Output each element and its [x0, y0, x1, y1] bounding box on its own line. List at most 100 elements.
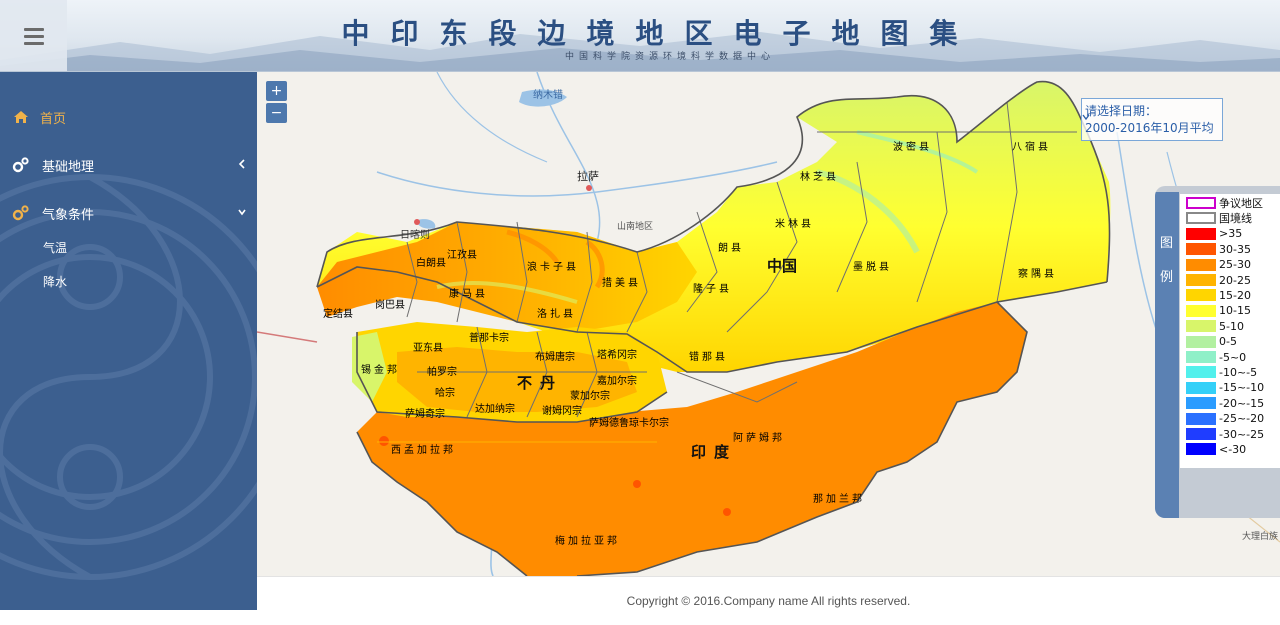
site-subtitle: 中国科学院资源环境科学数据中心: [564, 52, 775, 62]
legend-tab-char: 例: [1160, 270, 1174, 285]
legend-item: -15~-10: [1186, 381, 1264, 395]
legend-item: <-30: [1186, 442, 1246, 456]
label-county: 米林县: [775, 219, 814, 230]
legend-label: 30-35: [1219, 242, 1251, 256]
label-county: 萨姆德鲁琼卡尔宗: [589, 418, 669, 429]
label-county: 林芝县: [800, 172, 839, 183]
label-county: 谢姆冈宗: [542, 406, 582, 417]
label-county: 定结县: [323, 309, 353, 320]
footer: Copyright © 2016.Company name All rights…: [257, 576, 1280, 610]
legend-swatch: [1186, 366, 1216, 379]
zoom-out-button[interactable]: −: [266, 103, 287, 123]
legend-label: 5-10: [1219, 319, 1244, 333]
label-county: 波密县: [893, 142, 932, 153]
label-county: 塔希冈宗: [597, 350, 637, 361]
legend-label: -20~-15: [1219, 396, 1265, 410]
label-county: 帕罗宗: [427, 367, 457, 378]
county-boundaries: [406, 101, 1077, 418]
legend-item: 25-30: [1186, 258, 1251, 272]
label-county: 朗县: [718, 243, 744, 254]
legend-swatch: [1186, 443, 1216, 456]
date-select-value: 2000-2016年10月平均: [1085, 121, 1214, 135]
legend-label: 25-30: [1219, 258, 1251, 272]
copyright-text: Copyright © 2016.Company name All rights…: [626, 594, 911, 608]
label-china: 中国: [767, 257, 798, 275]
label-county: 墨脱县: [853, 262, 892, 273]
legend-swatch: [1186, 243, 1216, 256]
chevron-down-icon: [1082, 114, 1090, 121]
legend-item: -30~-25: [1186, 427, 1264, 441]
sidebar-item-basic-geography[interactable]: 基础地理: [0, 150, 257, 180]
label-county: 阿萨姆邦: [733, 433, 785, 444]
legend-item: 争议地区: [1186, 196, 1263, 210]
legend-panel: 图 例 争议地区 国境线 >35 30-35 25-30 20-25 15-20 10-15 5…: [1155, 186, 1280, 518]
temperature-layer: [317, 81, 1111, 576]
lake: [417, 219, 436, 229]
site-title: 中印东段边境地区电子地图集: [341, 17, 979, 50]
label-county: 隆子县: [693, 284, 732, 295]
legend-swatch: [1186, 304, 1216, 317]
legend-swatch: [1186, 227, 1216, 240]
city-marker-lasa: [586, 185, 592, 191]
legend-swatch: [1186, 212, 1216, 225]
legend-swatch: [1186, 397, 1216, 410]
legend-swatch: [1186, 428, 1216, 440]
sidebar-decorative-pattern: [0, 174, 257, 580]
legend-item: -25~-20: [1186, 412, 1264, 426]
map-view[interactable]: 纳木错 拉萨 山南地区 日喀则 大理白族 中国 不丹 印度 波密县 八宿县 林芝…: [257, 72, 1280, 576]
label-county: 嘉加尔宗: [597, 376, 637, 387]
label-dali: 大理白族: [1242, 532, 1279, 542]
label-county: 达加纳宗: [475, 404, 515, 415]
legend-label: -30~-25: [1219, 427, 1265, 441]
label-county: 浪卡子县: [527, 262, 579, 273]
zoom-in-button[interactable]: +: [266, 81, 287, 101]
label-county: 措美县: [602, 278, 641, 289]
legend-label: 争议地区: [1219, 197, 1263, 210]
legend-swatch: [1186, 351, 1216, 363]
sidebar-item-home[interactable]: 首页: [0, 102, 257, 132]
legend-item: 国境线: [1186, 211, 1252, 225]
label-county: 哈宗: [435, 388, 455, 399]
label-bhutan: 不丹: [517, 374, 564, 392]
legend-label: <-30: [1219, 442, 1247, 456]
lake-namucuo: [519, 89, 567, 107]
date-select[interactable]: 请选择日期： 2000-2016年10月平均: [1081, 98, 1223, 141]
label-county: 八宿县: [1012, 142, 1051, 153]
label-county: 亚东县: [413, 343, 443, 354]
sidebar-item-label: 气象条件: [42, 207, 95, 223]
legend-swatch: [1186, 335, 1216, 348]
legend-swatch: [1186, 412, 1216, 425]
label-county: 岗巴县: [375, 300, 405, 311]
legend-swatch: [1186, 274, 1216, 286]
label-county: 康马县: [449, 289, 488, 300]
legend-item: 20-25: [1186, 273, 1251, 287]
header-banner: 中印东段边境地区电子地图集 中国科学院资源环境科学数据中心: [0, 0, 1280, 72]
home-icon: [14, 111, 28, 123]
legend-item: >35: [1186, 227, 1242, 241]
legend-toggle-tab[interactable]: 图 例: [1155, 192, 1179, 518]
legend-item: 0-5: [1186, 335, 1237, 349]
label-county: 那加兰邦: [813, 494, 865, 505]
legend-swatch: [1186, 289, 1216, 302]
legend-label: -5~0: [1219, 350, 1247, 364]
label-county: 普那卡宗: [469, 333, 509, 344]
city-marker-rikaze: [414, 219, 420, 225]
label-county: 锡金邦: [361, 365, 400, 376]
sidebar-item-meteorology[interactable]: 气象条件: [0, 198, 257, 228]
label-county: 布姆唐宗: [535, 352, 575, 363]
legend-label: -15~-10: [1219, 381, 1265, 395]
label-rikaze: 日喀则: [400, 230, 430, 241]
sidebar-item-label: 基础地理: [42, 159, 95, 175]
sidebar-subitem-precipitation[interactable]: 降水: [43, 275, 68, 289]
label-lasa: 拉萨: [577, 170, 599, 183]
sidebar-subitem-temperature[interactable]: 气温: [43, 241, 68, 255]
legend-label: 10-15: [1219, 304, 1251, 318]
label-county: 察隅县: [1018, 269, 1057, 280]
legend-label: 国境线: [1219, 212, 1252, 226]
legend-label: 0-5: [1219, 335, 1237, 349]
label-county: 白朗县: [416, 258, 446, 269]
legend-label: -10~-5: [1219, 365, 1258, 379]
sidebar-item-label: 首页: [40, 111, 67, 127]
menu-toggle-button[interactable]: [0, 0, 67, 71]
label-county: 江孜县: [447, 250, 477, 261]
